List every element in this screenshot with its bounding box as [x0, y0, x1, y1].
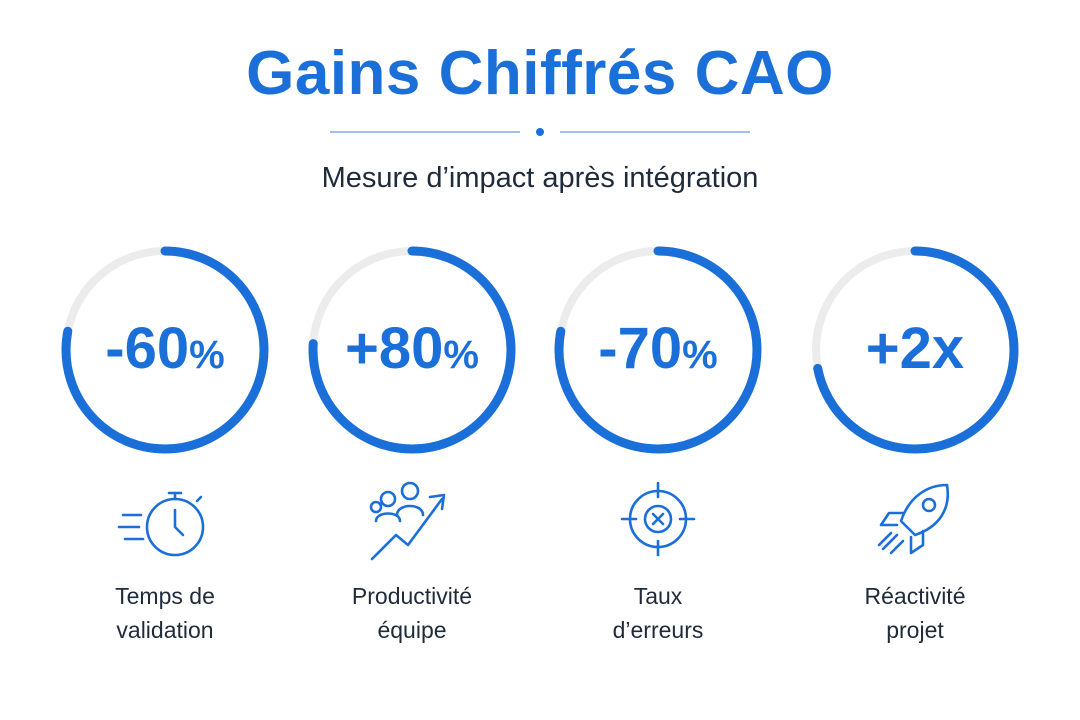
metric-team-productivity: +80% Productivité équipe: [307, 245, 517, 675]
progress-ring: [61, 246, 269, 454]
rocket-icon: [877, 483, 950, 555]
progress-ring: [308, 246, 516, 454]
metric-error-rate: -70% Taux d’erreurs: [553, 245, 763, 675]
team-growth-icon: [369, 481, 446, 561]
page-title: Gains Chiffrés CAO: [246, 39, 834, 108]
stopwatch-icon: [117, 491, 205, 557]
metric-value: +80%: [345, 316, 479, 381]
progress-ring: [554, 246, 762, 454]
title-divider: [330, 128, 750, 136]
progress-ring: [811, 246, 1019, 454]
metric-label: Réactivité projet: [864, 583, 966, 643]
page-subtitle: Mesure d’impact après intégration: [321, 162, 759, 194]
metric-label: Temps de validation: [115, 583, 215, 643]
metric-value: +2x: [865, 316, 965, 381]
metric-label: Taux d’erreurs: [612, 583, 704, 643]
metric-project-reactivity: +2x Réactivité projet: [810, 245, 1020, 675]
metric-value: -70%: [598, 316, 718, 381]
metric-value: -60%: [105, 316, 225, 381]
metric-label: Productivité équipe: [351, 583, 473, 643]
metric-validation-time: -60% Temps de validation: [60, 245, 270, 675]
target-icon: [620, 481, 696, 557]
